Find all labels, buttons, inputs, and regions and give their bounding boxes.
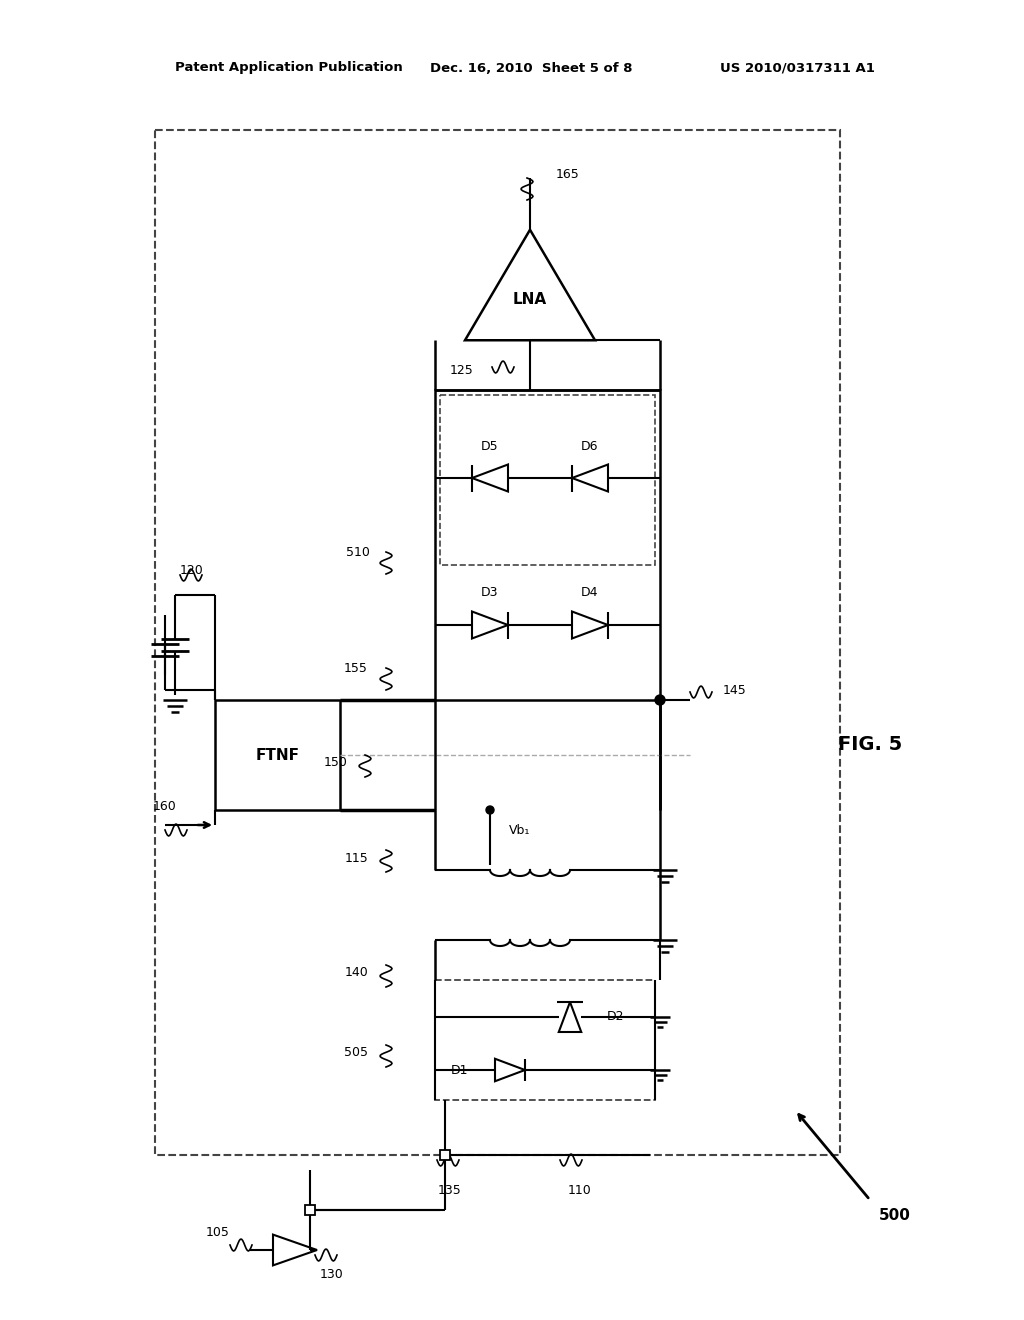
Text: D1: D1 bbox=[452, 1064, 469, 1077]
Text: Dec. 16, 2010  Sheet 5 of 8: Dec. 16, 2010 Sheet 5 of 8 bbox=[430, 62, 633, 74]
Text: 110: 110 bbox=[568, 1184, 592, 1196]
Text: FTNF: FTNF bbox=[256, 747, 299, 763]
Text: 105: 105 bbox=[206, 1225, 230, 1238]
Text: Patent Application Publication: Patent Application Publication bbox=[175, 62, 402, 74]
Text: D3: D3 bbox=[481, 586, 499, 599]
Text: 140: 140 bbox=[344, 965, 368, 978]
Circle shape bbox=[486, 807, 494, 814]
Circle shape bbox=[655, 696, 665, 705]
Bar bbox=[440, 395, 655, 565]
Bar bbox=[215, 700, 340, 810]
Text: 500: 500 bbox=[879, 1208, 911, 1222]
Text: D5: D5 bbox=[481, 440, 499, 453]
Text: 155: 155 bbox=[344, 661, 368, 675]
Text: 115: 115 bbox=[344, 851, 368, 865]
Text: FIG. 5: FIG. 5 bbox=[838, 735, 902, 755]
Text: 135: 135 bbox=[438, 1184, 462, 1196]
Bar bbox=[435, 389, 660, 700]
Text: Vb₁: Vb₁ bbox=[509, 824, 530, 837]
Text: 505: 505 bbox=[344, 1045, 368, 1059]
Text: US 2010/0317311 A1: US 2010/0317311 A1 bbox=[720, 62, 874, 74]
Text: 145: 145 bbox=[723, 684, 746, 697]
Text: 150: 150 bbox=[325, 755, 348, 768]
Text: 125: 125 bbox=[451, 363, 474, 376]
Text: 120: 120 bbox=[180, 564, 204, 577]
Bar bbox=[435, 979, 655, 1100]
Bar bbox=[440, 1150, 450, 1160]
Text: 130: 130 bbox=[321, 1269, 344, 1282]
Text: 510: 510 bbox=[346, 545, 370, 558]
Text: LNA: LNA bbox=[513, 293, 547, 308]
Text: 165: 165 bbox=[556, 168, 580, 181]
Text: D4: D4 bbox=[582, 586, 599, 599]
Bar bbox=[155, 129, 840, 1155]
Text: D2: D2 bbox=[606, 1011, 624, 1023]
Text: D6: D6 bbox=[582, 440, 599, 453]
Bar bbox=[305, 1205, 315, 1214]
Text: 160: 160 bbox=[154, 800, 177, 813]
